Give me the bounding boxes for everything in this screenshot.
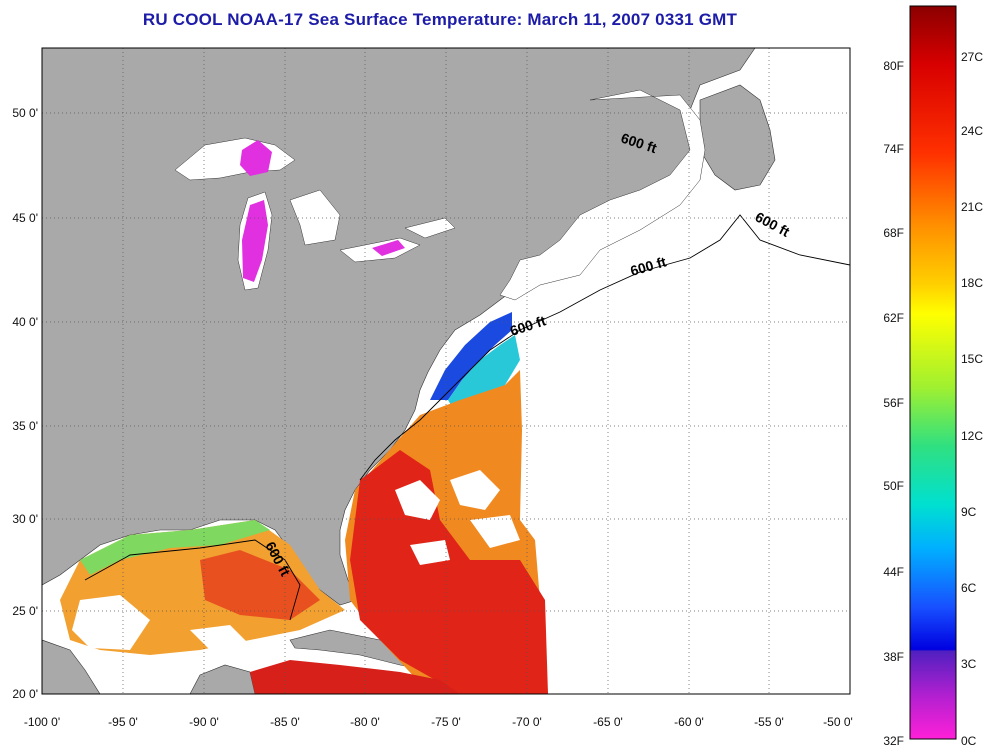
water-no-data-north <box>499 89 706 301</box>
lon-tick: -60 0' <box>674 715 704 729</box>
lat-tick: 40 0' <box>12 315 38 329</box>
lake-michigan-sst <box>242 200 268 282</box>
cb-f-label: 44F <box>883 565 904 579</box>
cb-c-label: 9C <box>961 505 977 519</box>
lake-erie-sst <box>372 240 405 256</box>
lon-tick: -65 0' <box>593 715 623 729</box>
lon-tick: -100 0' <box>24 715 60 729</box>
cb-c-label: 12C <box>961 429 983 443</box>
depth-contour-600ft <box>84 214 851 621</box>
cb-f-label: 74F <box>883 142 904 156</box>
sst-gulf-coastal <box>80 520 270 575</box>
colorbar-celsius-labels: 27C 24C 21C 18C 15C 12C 9C 6C 3C 0C <box>961 50 983 748</box>
lake-huron <box>289 189 341 246</box>
lat-tick: 25 0' <box>12 604 38 618</box>
lat-tick: 50 0' <box>12 106 38 120</box>
lon-tick: -80 0' <box>350 715 380 729</box>
lat-tick: 30 0' <box>12 512 38 526</box>
lon-tick: -55 0' <box>754 715 784 729</box>
sst-gulf-clouds <box>72 595 250 655</box>
lon-tick: -70 0' <box>512 715 542 729</box>
cb-c-label: 15C <box>961 352 983 366</box>
lat-tick: 20 0' <box>12 687 38 701</box>
sst-cold-shelf <box>430 312 512 400</box>
cb-c-label: 0C <box>961 734 977 748</box>
lon-tick: -85 0' <box>270 715 300 729</box>
map-frame <box>41 47 851 695</box>
sst-warm-core <box>350 450 548 694</box>
cb-f-label: 32F <box>883 734 904 748</box>
lon-tick: -75 0' <box>431 715 461 729</box>
cb-c-label: 6C <box>961 581 977 595</box>
colorbar-fahrenheit-labels: 80F 74F 68F 62F 56F 50F 44F 38F 32F <box>883 59 904 748</box>
map-title: RU COOL NOAA-17 Sea Surface Temperature:… <box>142 10 738 29</box>
map-grid <box>42 48 850 694</box>
lat-tick: 45 0' <box>12 211 38 225</box>
colorbar <box>909 5 957 740</box>
sst-clouds <box>395 470 520 565</box>
cb-f-label: 56F <box>883 396 904 410</box>
sst-caribbean <box>250 660 460 694</box>
cb-c-label: 24C <box>961 124 983 138</box>
cb-f-label: 50F <box>883 479 904 493</box>
lat-tick: 35 0' <box>12 419 38 433</box>
cb-c-label: 3C <box>961 657 977 671</box>
cb-c-label: 27C <box>961 50 983 64</box>
cb-f-label: 68F <box>883 226 904 240</box>
cb-f-label: 80F <box>883 59 904 73</box>
lon-tick-labels: -100 0' -95 0' -90 0' -85 0' -80 0' -75 … <box>24 715 853 729</box>
sst-gulf-warm <box>200 550 320 620</box>
land-newfoundland <box>699 84 776 191</box>
cb-f-label: 62F <box>883 311 904 325</box>
land-yucatan <box>189 664 256 694</box>
lake-ontario <box>404 217 456 239</box>
lat-tick-labels: 50 0' 45 0' 40 0' 35 0' 30 0' 25 0' 20 0… <box>12 106 38 701</box>
lake-superior-sst <box>240 140 272 176</box>
cb-c-label: 18C <box>961 276 983 290</box>
cb-f-label: 38F <box>883 650 904 664</box>
lon-tick: -50 0' <box>823 715 853 729</box>
lon-tick: -90 0' <box>189 715 219 729</box>
land-mexico <box>42 639 101 694</box>
cb-c-label: 21C <box>961 200 983 214</box>
lon-tick: -95 0' <box>108 715 138 729</box>
